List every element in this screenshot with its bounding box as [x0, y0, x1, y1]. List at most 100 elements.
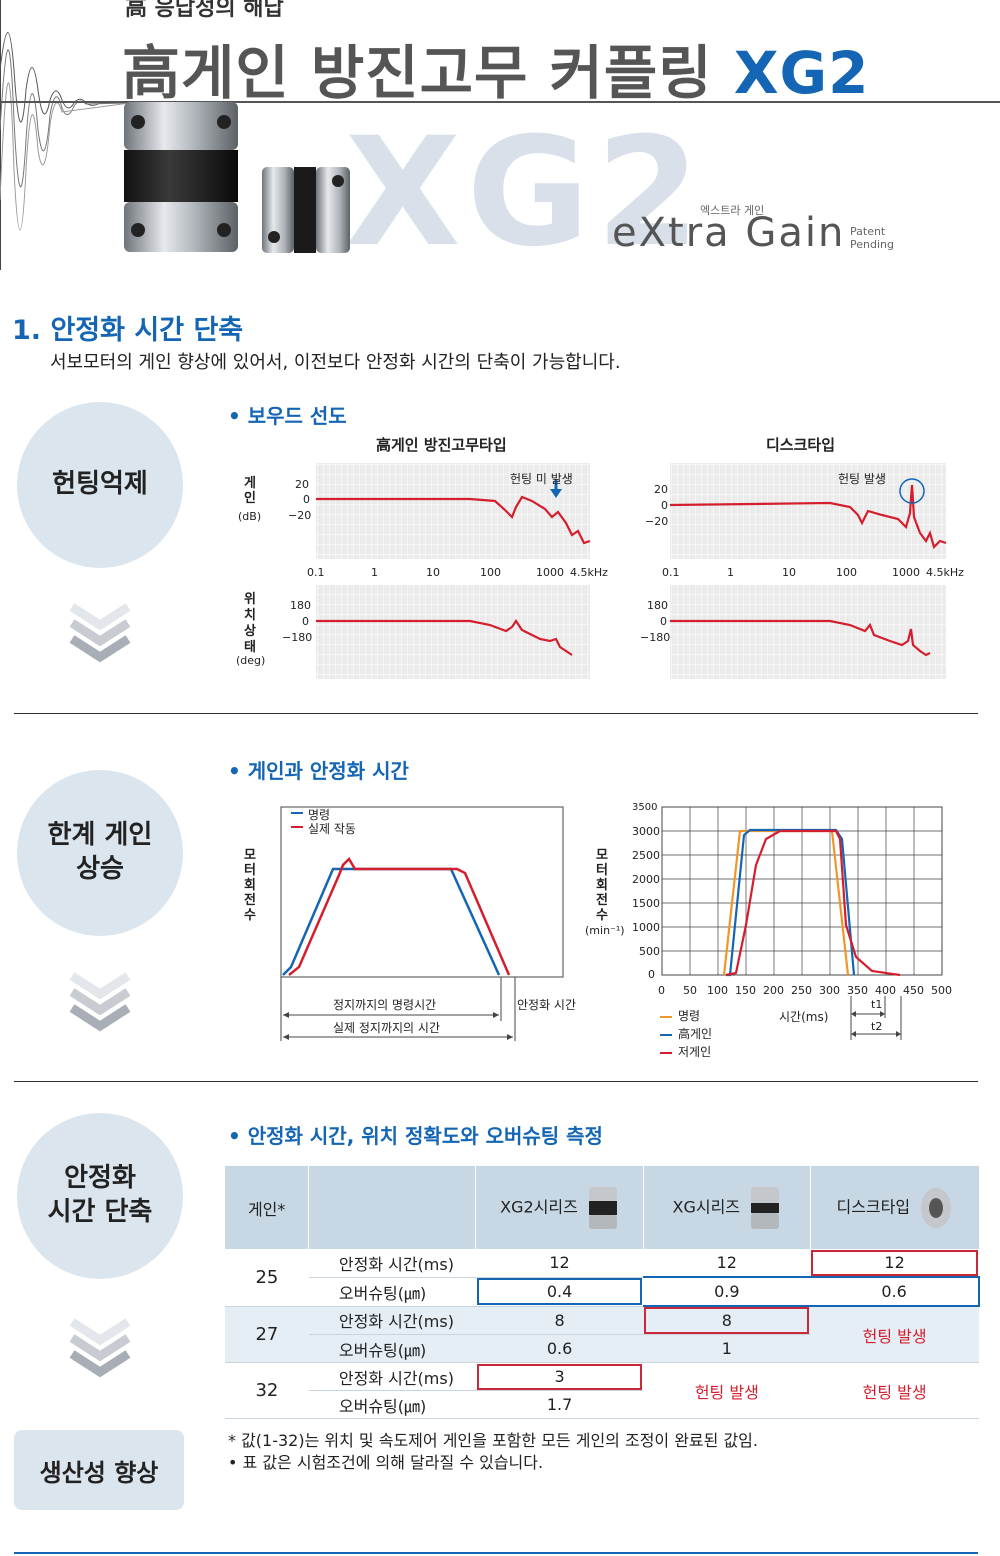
bottom-rule — [14, 1552, 978, 1554]
row-label: 안정화 시간(ms) — [308, 1362, 476, 1391]
bode-left-title: 高게인 방진고무타입 — [376, 436, 507, 454]
settle-line1: 안정화 — [64, 1163, 136, 1194]
axis-char: 터 — [596, 863, 608, 878]
x-tick: 300 — [819, 984, 840, 997]
freq-tick: 0.1 — [307, 566, 325, 579]
trapezoid-chart — [280, 806, 564, 1041]
phase-axis-char: 치 — [244, 608, 256, 623]
bode-right-title: 디스크타입 — [766, 436, 836, 454]
x-tick: 500 — [931, 984, 952, 997]
chevron-down-icon — [69, 1318, 131, 1378]
y-tick: 0 — [648, 968, 655, 981]
cmd-time-label: 정지까지의 명령시간 — [333, 998, 437, 1012]
x-tick: 0 — [658, 984, 665, 997]
freq-tick: 100 — [836, 566, 857, 579]
legend-cmd: 명령 — [678, 1009, 701, 1023]
phase-tick: 180 — [647, 599, 668, 612]
side-label-hunting: 헌팅억제 — [17, 402, 183, 568]
legend-low: 저게인 — [678, 1045, 712, 1059]
row-label: 오버슈팅(㎛) — [308, 1390, 476, 1419]
actual-time-label: 실제 정지까지의 시간 — [333, 1021, 440, 1035]
measurement-table: 게인* XG2시리즈 XG시리즈 디스크타입 25 안정화 시간(ms) 12 … — [225, 1166, 980, 1419]
row-label: 오버슈팅(㎛) — [308, 1334, 476, 1363]
table-row: 32 안정화 시간(ms) 3 헌팅 발생 헌팅 발생 — [225, 1362, 979, 1419]
x-axis-label: 시간(ms) — [779, 1010, 829, 1024]
cell: 0.6 — [475, 1334, 644, 1363]
coupling-large-image — [124, 102, 238, 252]
row-label: 안정화 시간(ms) — [308, 1306, 476, 1335]
x-tick: 50 — [683, 984, 697, 997]
section-divider — [14, 713, 978, 714]
axis-char: 수 — [244, 908, 256, 923]
freq-tick: 1 — [371, 566, 378, 579]
head-xg-label: XG시리즈 — [672, 1197, 741, 1216]
gain-tick: −20 — [645, 515, 669, 528]
note-2: • 표 값은 시험조건에 의해 달라질 수 있습니다. — [228, 1453, 544, 1472]
x-tick: 350 — [847, 984, 868, 997]
axis-char: 전 — [244, 893, 256, 908]
phase-tick: 0 — [660, 615, 667, 628]
hunting-cell: 헌팅 발생 — [810, 1362, 979, 1419]
extra-gain-korean: 엑스트라 게인 — [700, 204, 765, 217]
gain-tick: 0 — [303, 493, 310, 506]
y-tick: 1500 — [632, 897, 660, 910]
x-tick: 150 — [735, 984, 756, 997]
table-row: 오버슈팅(㎛) 0.6 1 — [225, 1334, 979, 1363]
gain-line2: 상승 — [76, 854, 124, 884]
phase-axis-char: 상 — [244, 624, 256, 639]
speed-unit: (min⁻¹) — [585, 924, 625, 937]
phase-tick: −180 — [640, 631, 671, 644]
freq-tick: 1 — [727, 566, 734, 579]
freq-tick: 10 — [426, 566, 440, 579]
phase-unit: (deg) — [236, 654, 266, 667]
hunting-label: 헌팅억제 — [52, 469, 148, 500]
note-1: * 값(1-32)는 위치 및 속도제어 게인을 포함한 모든 게인의 조정이 … — [228, 1431, 758, 1450]
hunting-cell: 헌팅 발생 — [810, 1306, 979, 1363]
table-row: 27 안정화 시간(ms) 8 8 헌팅 발생 — [225, 1306, 979, 1363]
gain-tick: 20 — [654, 483, 668, 496]
header-rule — [0, 101, 1000, 103]
y-tick: 500 — [639, 945, 660, 958]
section-divider — [14, 1081, 978, 1082]
settle-time-label: 안정화 시간 — [517, 998, 577, 1012]
t-dimension-lines — [850, 996, 902, 1040]
title-accent: XG2 — [733, 39, 870, 107]
x-tick: 250 — [791, 984, 812, 997]
head-disc-label: 디스크타입 — [836, 1197, 911, 1216]
legend-cmd-row: 명령 — [660, 1007, 712, 1025]
cell: 12 — [475, 1249, 644, 1278]
row-label: 안정화 시간(ms) — [308, 1249, 476, 1278]
side-label-settle: 안정화 시간 단축 — [17, 1113, 183, 1279]
freq-tick: 1000 — [536, 566, 564, 579]
gain-tick: 20 — [295, 478, 309, 491]
phase-tick: 0 — [302, 615, 309, 628]
speed-legend: 명령 高게인 저게인 — [660, 1007, 712, 1061]
gain-line1: 한계 게인 — [47, 820, 153, 851]
freq-tick: 4.5kHz — [570, 566, 608, 579]
head-disc: 디스크타입 — [809, 1166, 979, 1249]
settle-line2: 시간 단축 — [47, 1197, 153, 1227]
t2-label: t2 — [871, 1020, 883, 1033]
cell: 1.7 — [475, 1390, 644, 1419]
coupling-thumb-icon — [751, 1186, 780, 1229]
freq-tick: 4.5kHz — [926, 566, 964, 579]
axis-char: 회 — [244, 878, 256, 893]
axis-char: 모 — [596, 848, 608, 863]
patent-pending: Patent Pending — [850, 225, 894, 251]
bode-left-annotation: 헌팅 미 발생 — [510, 472, 573, 486]
cell: 1 — [643, 1334, 811, 1363]
phase-axis-char: 위 — [244, 592, 256, 607]
disc-coupling-thumb-icon — [921, 1187, 952, 1228]
cell: 3 — [475, 1362, 644, 1391]
side-label-gain-rise: 한계 게인 상승 — [17, 770, 183, 936]
cell: 12 — [810, 1249, 979, 1278]
head-xg2-label: XG2시리즈 — [500, 1197, 578, 1216]
hunting-cell: 헌팅 발생 — [643, 1362, 811, 1419]
axis-char: 모 — [244, 848, 256, 863]
gain-unit: (dB) — [238, 510, 262, 523]
phase-axis-char: 태 — [244, 640, 256, 655]
t1-label: t1 — [871, 998, 883, 1011]
chevron-down-icon — [69, 972, 131, 1032]
cell: 8 — [475, 1306, 644, 1335]
y-tick: 2500 — [632, 849, 660, 862]
